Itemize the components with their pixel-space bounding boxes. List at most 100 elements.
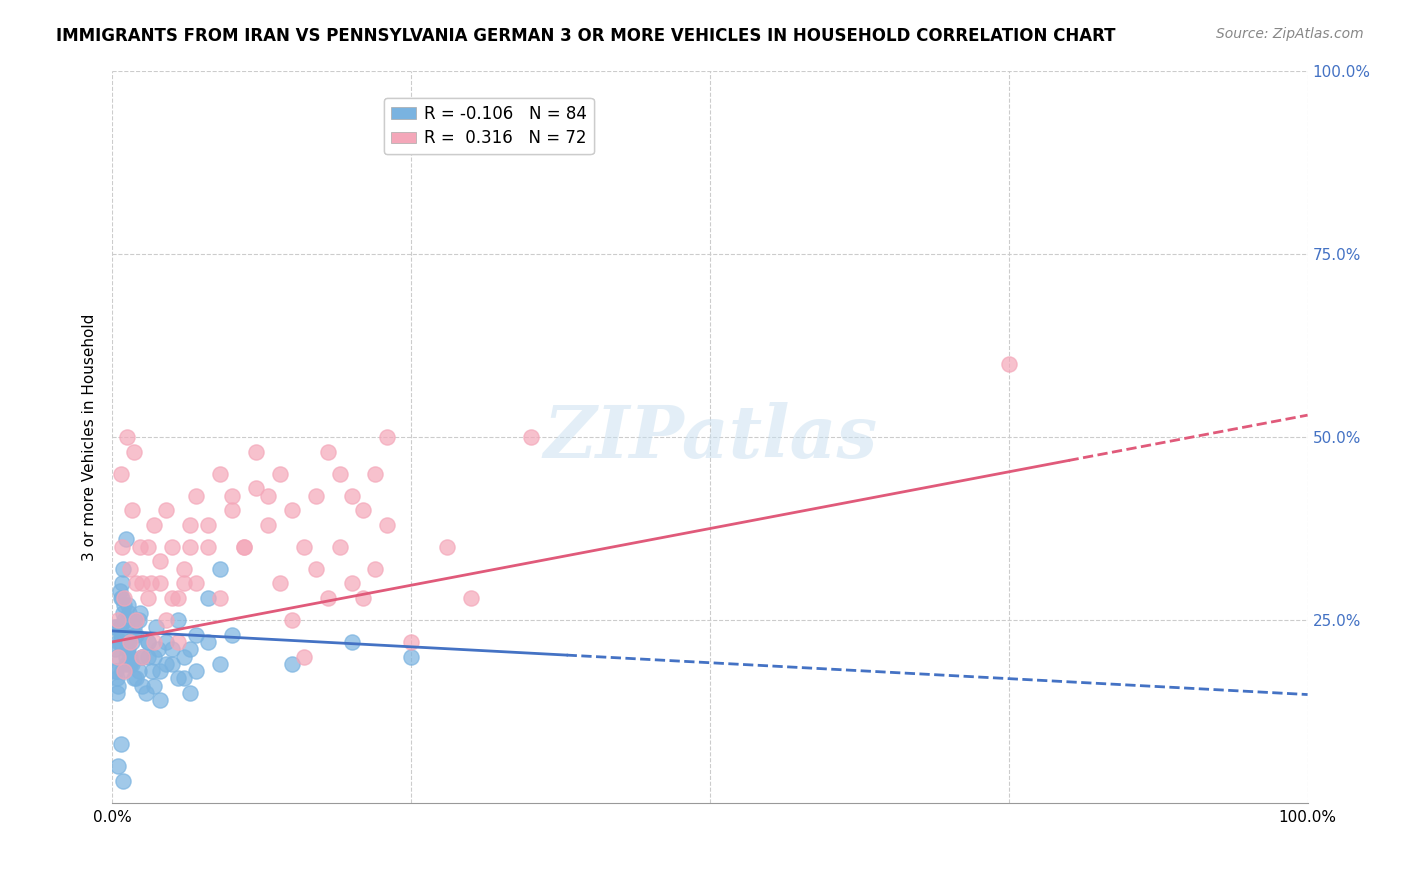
Point — [117, 599, 139, 613]
Point — [112, 606, 135, 620]
Point — [352, 591, 374, 605]
Point — [146, 642, 169, 657]
Point — [340, 489, 363, 503]
Point — [340, 635, 363, 649]
Point — [143, 635, 166, 649]
Point — [112, 562, 135, 576]
Point — [460, 591, 482, 605]
Point — [364, 562, 387, 576]
Text: ZIPatlas: ZIPatlas — [543, 401, 877, 473]
Point — [110, 627, 132, 641]
Point — [145, 620, 167, 634]
Point — [162, 657, 183, 671]
Point — [155, 635, 177, 649]
Point — [155, 613, 177, 627]
Point — [125, 576, 148, 591]
Point — [110, 737, 132, 751]
Point — [115, 613, 138, 627]
Point — [120, 657, 142, 671]
Point — [122, 444, 145, 458]
Point — [110, 467, 132, 481]
Point — [128, 664, 150, 678]
Point — [103, 620, 125, 634]
Point — [245, 481, 267, 495]
Point — [281, 613, 304, 627]
Point — [114, 657, 136, 671]
Point — [120, 635, 142, 649]
Point — [233, 540, 256, 554]
Point — [179, 540, 201, 554]
Point — [114, 591, 135, 605]
Point — [138, 635, 160, 649]
Point — [209, 591, 232, 605]
Point — [436, 540, 458, 554]
Point — [117, 642, 139, 657]
Point — [122, 620, 145, 634]
Point — [110, 591, 132, 605]
Point — [149, 554, 172, 568]
Point — [111, 540, 134, 554]
Point — [122, 627, 145, 641]
Point — [138, 635, 160, 649]
Point — [125, 672, 148, 686]
Point — [125, 627, 148, 641]
Point — [329, 540, 352, 554]
Point — [138, 591, 160, 605]
Y-axis label: 3 or more Vehicles in Household: 3 or more Vehicles in Household — [82, 313, 97, 561]
Point — [108, 620, 131, 634]
Point — [135, 686, 157, 700]
Point — [155, 503, 177, 517]
Point — [316, 591, 339, 605]
Point — [149, 664, 172, 678]
Point — [401, 649, 423, 664]
Point — [120, 657, 142, 671]
Point — [120, 562, 142, 576]
Point — [186, 489, 208, 503]
Point — [115, 430, 138, 444]
Point — [105, 686, 128, 700]
Point — [111, 576, 134, 591]
Point — [121, 503, 143, 517]
Point — [115, 642, 138, 657]
Point — [167, 591, 190, 605]
Point — [257, 517, 280, 532]
Point — [115, 642, 138, 657]
Point — [401, 635, 423, 649]
Point — [107, 759, 129, 773]
Point — [167, 635, 190, 649]
Point — [111, 591, 134, 605]
Point — [173, 576, 195, 591]
Point — [233, 540, 256, 554]
Point — [221, 489, 243, 503]
Point — [121, 657, 143, 671]
Point — [105, 664, 128, 678]
Point — [111, 664, 134, 678]
Point — [108, 635, 131, 649]
Point — [209, 467, 232, 481]
Point — [377, 430, 399, 444]
Point — [179, 642, 201, 657]
Point — [118, 606, 141, 620]
Point — [162, 591, 183, 605]
Point — [329, 467, 352, 481]
Point — [186, 627, 208, 641]
Point — [131, 649, 153, 664]
Point — [377, 517, 399, 532]
Point — [305, 489, 328, 503]
Point — [131, 576, 153, 591]
Point — [179, 517, 201, 532]
Point — [121, 635, 143, 649]
Point — [221, 627, 243, 641]
Text: Source: ZipAtlas.com: Source: ZipAtlas.com — [1216, 27, 1364, 41]
Point — [292, 649, 315, 664]
Point — [120, 649, 142, 664]
Point — [107, 649, 129, 664]
Point — [114, 664, 135, 678]
Point — [104, 642, 127, 657]
Point — [114, 627, 135, 641]
Point — [143, 649, 166, 664]
Point — [131, 679, 153, 693]
Point — [114, 599, 135, 613]
Point — [173, 562, 195, 576]
Point — [173, 649, 195, 664]
